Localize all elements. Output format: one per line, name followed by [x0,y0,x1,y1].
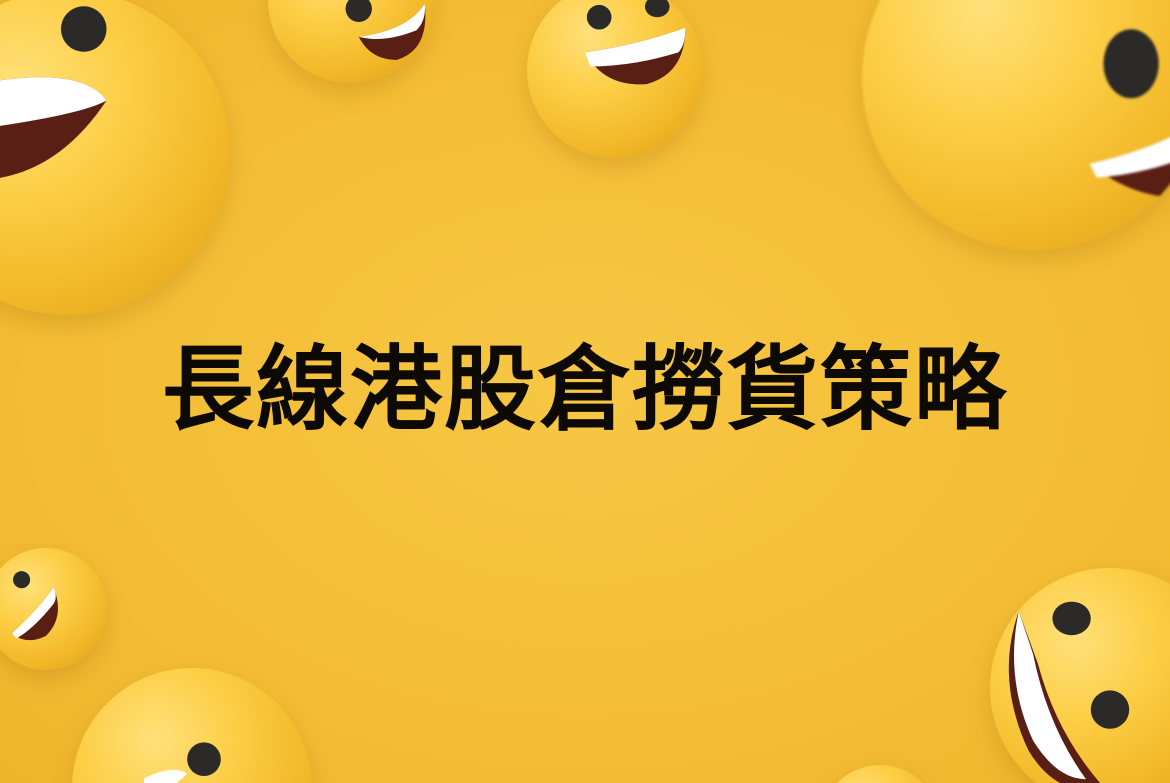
smiley-emoji-icon [862,0,1170,250]
smiley-emoji-icon [990,568,1170,783]
smiley-emoji-icon [527,0,703,158]
smiley-emoji-icon [0,548,107,670]
smiley-emoji-icon [0,0,230,315]
smiley-emoji-icon [268,0,433,83]
smiley-emoji-icon [72,668,312,783]
headline-title: 長線港股倉撈貨策略 [161,336,1008,443]
smiley-emoji-icon [820,765,940,783]
